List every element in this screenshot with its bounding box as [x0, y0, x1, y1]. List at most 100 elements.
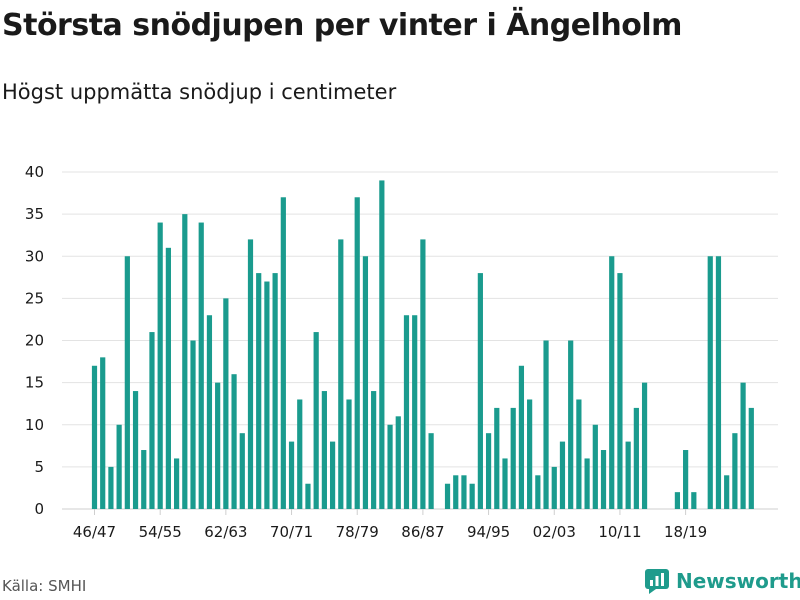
- bar-75/76[interactable]: [329, 441, 336, 509]
- bar-71/72[interactable]: [297, 399, 303, 509]
- bar-17/18[interactable]: [674, 492, 681, 509]
- chart-subtitle: Högst uppmätta snödjup i centimeter: [2, 80, 397, 104]
- bar-67/68[interactable]: [264, 281, 270, 509]
- bar-18/19[interactable]: [683, 450, 689, 509]
- y-tick-label: 20: [25, 332, 44, 350]
- bar-12/13[interactable]: [633, 407, 639, 509]
- bar-48/49[interactable]: [108, 466, 114, 510]
- bar-47/48[interactable]: [100, 357, 106, 509]
- bar-10/11[interactable]: [617, 273, 623, 509]
- bar-96/97[interactable]: [502, 458, 508, 509]
- bar-59/60[interactable]: [198, 222, 204, 510]
- bar-06/07[interactable]: [584, 458, 590, 509]
- y-tick-label: 15: [25, 374, 44, 392]
- bar-62/63[interactable]: [223, 298, 229, 510]
- bar-69/70[interactable]: [280, 197, 286, 509]
- source-note: Källa: SMHI: [2, 577, 87, 595]
- bar-65/66[interactable]: [247, 239, 254, 509]
- x-tick-label: 86/87: [401, 523, 444, 541]
- x-tick-label: 18/19: [664, 523, 707, 541]
- bar-98/99[interactable]: [518, 365, 525, 509]
- gridlines: [62, 171, 778, 510]
- bar-53/54[interactable]: [149, 332, 155, 509]
- bar-60/61[interactable]: [206, 315, 213, 509]
- bar-01/02[interactable]: [543, 340, 549, 510]
- bar-79/80[interactable]: [362, 256, 369, 509]
- bar-70/71[interactable]: [288, 441, 295, 509]
- bar-90/91[interactable]: [453, 475, 459, 509]
- bar-93/94[interactable]: [477, 273, 483, 509]
- bar-78/79[interactable]: [354, 197, 360, 509]
- bar-99/00[interactable]: [527, 399, 533, 509]
- bar-13/14[interactable]: [641, 382, 648, 510]
- bar-05/06[interactable]: [576, 399, 582, 509]
- bar-00/01[interactable]: [535, 475, 541, 509]
- brand-name: Newsworthy: [676, 569, 800, 593]
- bar-77/78[interactable]: [346, 399, 352, 509]
- bar-24/25[interactable]: [732, 433, 738, 509]
- bar-52/53[interactable]: [141, 450, 147, 509]
- bar-03/04[interactable]: [559, 441, 566, 509]
- bar-94/95[interactable]: [485, 433, 492, 509]
- bar-46/47[interactable]: [91, 365, 98, 509]
- bar-97/98[interactable]: [510, 407, 516, 509]
- bar-11/12[interactable]: [625, 441, 631, 509]
- y-tick-label: 10: [25, 416, 44, 434]
- bar-91/92[interactable]: [461, 475, 467, 509]
- y-tick-label: 25: [25, 289, 44, 307]
- bar-87/88[interactable]: [428, 433, 434, 509]
- y-axis-ticks: 0 5 10 15 20 25 30 35 40: [25, 163, 44, 518]
- newsworthy-icon: [645, 569, 669, 594]
- x-tick-label: 46/47: [73, 523, 116, 541]
- bar-23/24[interactable]: [724, 475, 730, 509]
- x-axis-ticks: 46/47 54/55 62/63 70/71 78/79 86/87 94/95 02/03…: [73, 509, 707, 541]
- bar-04/05[interactable]: [568, 340, 574, 510]
- bar-95/96[interactable]: [494, 407, 500, 509]
- bar-49/50[interactable]: [116, 424, 122, 509]
- x-tick-label: 94/95: [467, 523, 510, 541]
- bar-19/20[interactable]: [691, 492, 697, 509]
- chart-title: Största snödjupen per vinter i Ängelholm: [2, 8, 682, 43]
- bar-82/83[interactable]: [387, 424, 393, 509]
- bar-54/55[interactable]: [157, 222, 163, 510]
- bar-92/93[interactable]: [469, 483, 475, 509]
- newsworthy-logo[interactable]: Newsworthy: [644, 568, 800, 594]
- bar-85/86[interactable]: [412, 315, 418, 509]
- bar-76/77[interactable]: [338, 239, 344, 509]
- bar-72/73[interactable]: [305, 483, 311, 509]
- x-tick-label: 54/55: [139, 523, 182, 541]
- x-tick-label: 70/71: [270, 523, 313, 541]
- x-tick-label: 10/11: [598, 523, 641, 541]
- bar-64/65[interactable]: [239, 433, 245, 509]
- bar-81/82[interactable]: [379, 180, 385, 509]
- x-tick-label: 02/03: [533, 523, 576, 541]
- bar-21/22[interactable]: [707, 256, 713, 509]
- bar-07/08[interactable]: [592, 424, 598, 509]
- bar-73/74[interactable]: [313, 332, 319, 509]
- bar-63/64[interactable]: [231, 374, 237, 509]
- bar-57/58[interactable]: [182, 214, 188, 510]
- bar-undefined[interactable]: [740, 382, 746, 510]
- bar-22/23[interactable]: [715, 256, 722, 509]
- bar-66/67[interactable]: [256, 273, 262, 509]
- bar-68/69[interactable]: [272, 273, 278, 509]
- bar-86/87[interactable]: [420, 239, 426, 509]
- bar-undefined[interactable]: [748, 407, 754, 509]
- bar-89/90[interactable]: [444, 483, 451, 509]
- bar-74/75[interactable]: [321, 391, 327, 509]
- bar-55/56[interactable]: [165, 247, 171, 509]
- bar-84/85[interactable]: [403, 315, 410, 509]
- bar-09/10[interactable]: [609, 256, 615, 509]
- bar-56/57[interactable]: [174, 458, 180, 509]
- bar-80/81[interactable]: [371, 391, 377, 509]
- bar-61/62[interactable]: [215, 382, 221, 510]
- bar-51/52[interactable]: [132, 391, 139, 509]
- bar-08/09[interactable]: [600, 450, 607, 509]
- bar-58/59[interactable]: [190, 340, 196, 510]
- bar-50/51[interactable]: [124, 256, 130, 509]
- bar-83/84[interactable]: [395, 416, 401, 509]
- bar-02/03[interactable]: [551, 466, 557, 510]
- y-tick-label: 40: [25, 163, 44, 181]
- y-tick-label: 35: [25, 205, 44, 223]
